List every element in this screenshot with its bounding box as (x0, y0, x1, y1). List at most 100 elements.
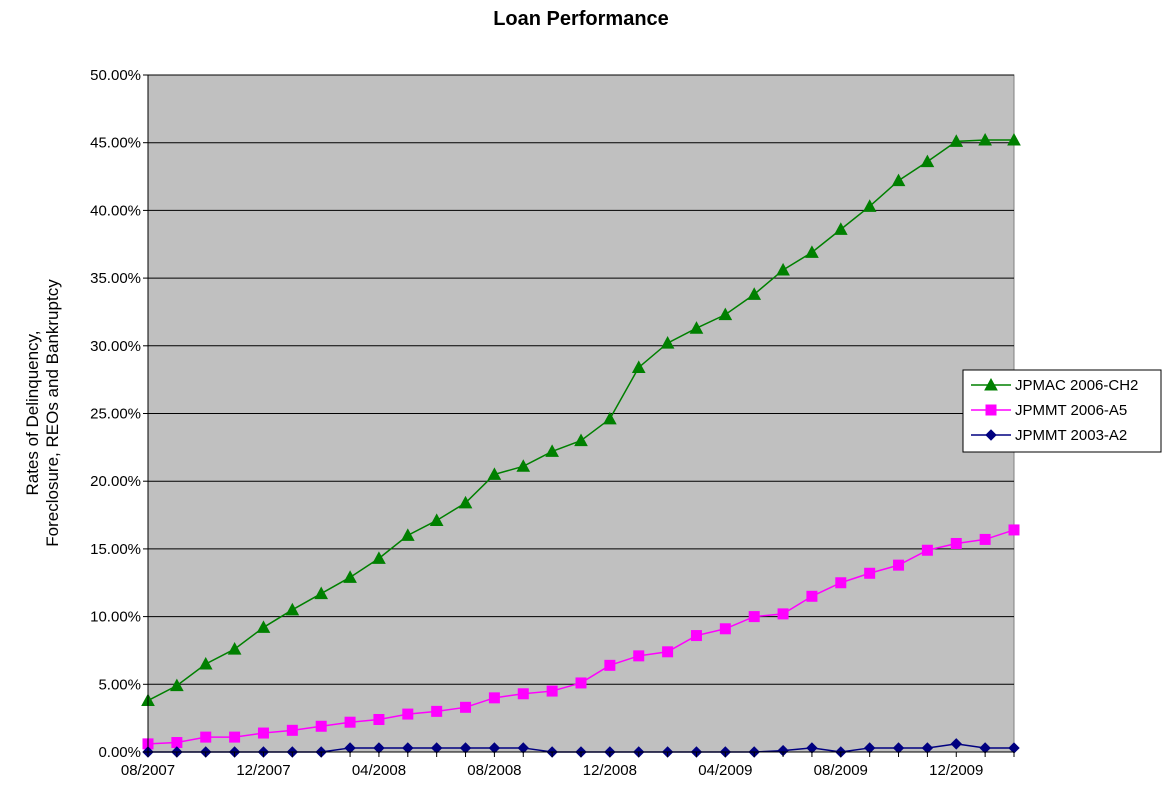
y-tick-label: 20.00% (90, 473, 141, 490)
x-axis-ticks: 08/2007 12/2007 04/2008 08/2008 12/2008 04/20… (121, 752, 1015, 779)
y-tick-label: 0.00% (98, 744, 141, 761)
x-tick-label: 04/2008 (352, 762, 406, 779)
x-tick-label: 12/2007 (236, 762, 290, 779)
legend-label: JPMMT 2003-A2 (1015, 427, 1127, 444)
data-point (777, 608, 789, 620)
y-tick-label: 30.00% (90, 338, 141, 355)
data-point (718, 307, 733, 321)
data-point (575, 677, 587, 689)
data-point (806, 590, 818, 602)
data-point (862, 199, 877, 212)
data-point (689, 321, 704, 334)
data-point (315, 720, 327, 732)
series-1 (142, 524, 1020, 750)
data-point (257, 727, 269, 739)
data-point (402, 708, 414, 720)
y-tick-label: 25.00% (90, 406, 141, 423)
data-point (604, 659, 616, 671)
data-point (1007, 132, 1021, 146)
legend-entry: JPMMT 2006-A5 (971, 402, 1127, 419)
data-point (979, 533, 991, 545)
data-point (748, 611, 760, 623)
gridlines (148, 74, 1014, 685)
data-point (344, 716, 356, 728)
data-point (805, 245, 819, 258)
x-tick-label: 12/2009 (929, 762, 983, 779)
data-point (1008, 524, 1020, 536)
legend-entry: JPMMT 2003-A2 (971, 427, 1127, 444)
data-point (343, 570, 357, 583)
y-tick-label: 35.00% (90, 270, 141, 287)
data-point (517, 688, 529, 700)
data-point (314, 586, 329, 600)
legend-entry: JPMAC 2006-CH2 (971, 377, 1138, 394)
series-0 (141, 132, 1021, 707)
data-point (171, 737, 183, 749)
data-point (458, 495, 473, 509)
data-point (633, 650, 645, 662)
y-axis-title-line-1: Rates of Delinquency, (23, 330, 42, 495)
data-point (978, 132, 992, 146)
data-point (460, 701, 472, 713)
data-point (256, 620, 271, 633)
legend-marker (984, 377, 998, 391)
data-point (835, 577, 847, 589)
x-tick-label: 04/2009 (698, 762, 752, 779)
data-point (690, 630, 702, 642)
data-point (893, 559, 905, 571)
data-point (545, 444, 559, 457)
data-point (891, 173, 906, 187)
data-point (603, 411, 617, 425)
y-tick-label: 15.00% (90, 541, 141, 558)
data-point (546, 685, 558, 697)
data-point (950, 537, 962, 549)
y-tick-label: 5.00% (98, 676, 141, 693)
legend-marker (985, 429, 997, 441)
data-point (170, 678, 184, 692)
data-point (949, 134, 964, 147)
legend-label: JPMAC 2006-CH2 (1015, 377, 1138, 394)
data-point (516, 459, 531, 472)
y-tick-label: 10.00% (90, 609, 141, 626)
x-tick-label: 08/2008 (467, 762, 521, 779)
y-tick-label: 45.00% (90, 135, 141, 152)
data-point (200, 731, 212, 743)
legend-label: JPMMT 2006-A5 (1015, 402, 1127, 419)
data-point (488, 692, 500, 704)
data-point (662, 646, 674, 658)
data-point (921, 544, 933, 556)
data-point (660, 336, 675, 349)
data-point (776, 262, 790, 276)
data-point (229, 731, 241, 743)
x-tick-label: 08/2009 (814, 762, 868, 779)
data-point (429, 513, 444, 526)
data-point (574, 433, 588, 447)
series-2 (142, 738, 1020, 758)
data-point (400, 528, 415, 541)
data-point (920, 154, 935, 168)
legend: JPMAC 2006-CH2 JPMMT 2006-A5 JPMMT 2003-A2 (962, 369, 1162, 453)
data-point (487, 467, 502, 480)
data-point (950, 738, 962, 750)
data-point (747, 287, 762, 300)
y-axis-title-line-2: Foreclosure, REOs and Bankruptcy (43, 279, 62, 547)
data-point (373, 714, 385, 726)
y-axis-ticks: 0.00% 5.00% 10.00% 15.00% 20.00% 25.00% 30.00%… (90, 67, 148, 761)
series-layer (141, 132, 1021, 758)
y-axis-title: Rates of Delinquency, Foreclosure, REOs … (23, 279, 62, 547)
data-point (631, 360, 646, 373)
data-point (719, 623, 731, 635)
data-point (864, 567, 876, 579)
data-point (372, 551, 386, 564)
x-tick-label: 08/2007 (121, 762, 175, 779)
legend-marker (985, 404, 997, 416)
data-point (431, 705, 443, 717)
x-tick-label: 12/2008 (583, 762, 637, 779)
y-tick-label: 50.00% (90, 67, 141, 84)
y-tick-label: 40.00% (90, 202, 141, 219)
data-point (285, 602, 300, 616)
chart-title: Loan Performance (493, 8, 669, 30)
data-point (833, 222, 848, 235)
data-point (286, 724, 298, 736)
